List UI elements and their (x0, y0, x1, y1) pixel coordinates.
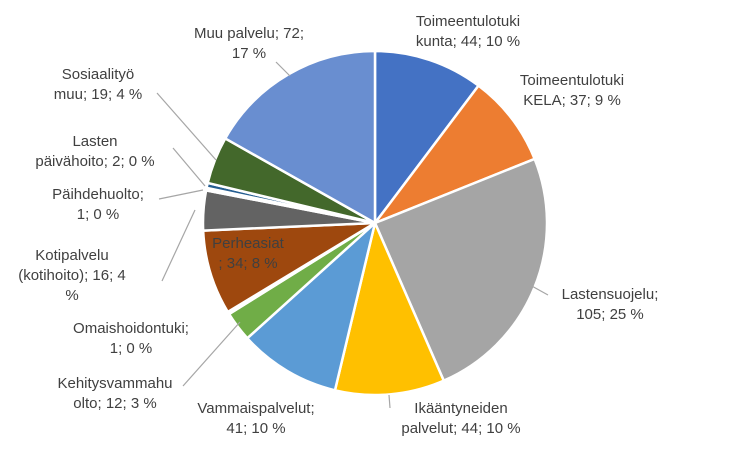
data-label-line: (kotihoito); 16; 4 (18, 267, 126, 284)
pie-slice-toimeentulotuki-kunta (373, 49, 480, 225)
data-label-kehitysvammahuolto: Kehitysvammahu olto; 12; 3 % (57, 375, 172, 412)
data-label-line: Lastensuojelu; (562, 286, 659, 303)
data-label-line: Toimeentulotuki (520, 72, 624, 89)
data-label-line: Toimeentulotuki (416, 13, 520, 30)
data-labels: Toimeentulotuki kunta; 44; 10 %Toimeentul… (18, 13, 658, 437)
leader-line-paihdehuolto (158, 189, 204, 200)
data-label-lastensuojelu: Lastensuojelu; 105; 25 % (562, 286, 659, 323)
data-label-line: Kotipalvelu (35, 247, 108, 264)
data-label-line: 41; 10 % (226, 420, 285, 437)
data-label-line: Kehitysvammahu (57, 375, 172, 392)
pie-slice-lastensuojelu (373, 157, 549, 382)
data-label-omaishoidontuki: Omaishoidontuki; 1; 0 % (73, 320, 189, 357)
leader-line-sosiaalityo-muu (156, 92, 217, 161)
data-label-toimeentulotuki-kela: Toimeentulotuki KELA; 37; 9 % (520, 72, 624, 109)
data-label-line: % (65, 287, 78, 304)
data-label-vammaispalvelut: Vammaispalvelut; 41; 10 % (197, 400, 314, 437)
data-label-lasten-paivahoito: Lasten päivähoito; 2; 0 % (35, 133, 154, 170)
data-label-line: ; 34; 8 % (218, 255, 277, 272)
leader-line-kotipalvelu-kotihoito (161, 209, 196, 282)
data-label-sosiaalityo-muu: Sosiaalityö muu; 19; 4 % (54, 66, 142, 103)
data-label-line: 1; 0 % (77, 206, 120, 223)
data-label-perheasiat: Perheasiat ; 34; 8 % (212, 235, 285, 272)
label-leader-lines (156, 61, 549, 409)
pie-slice-ikaantyneiden-palvelut (333, 221, 445, 397)
leader-line-ikaantyneiden-palvelut (388, 394, 391, 409)
leader-line-muu-palvelu (275, 61, 291, 77)
data-label-ikaantyneiden-palvelut: Ikääntyneiden palvelut; 44; 10 % (401, 400, 520, 437)
data-label-kotipalvelu-kotihoito: Kotipalvelu (kotihoito); 16; 4% (18, 247, 126, 304)
pie-slices (201, 49, 549, 397)
leader-line-lastensuojelu (529, 284, 549, 296)
data-label-line: 105; 25 % (576, 306, 644, 323)
data-label-line: Vammaispalvelut; (197, 400, 314, 417)
data-label-line: olto; 12; 3 % (73, 395, 156, 412)
data-label-line: palvelut; 44; 10 % (401, 420, 520, 437)
data-label-line: muu; 19; 4 % (54, 86, 142, 103)
data-label-line: 1; 0 % (110, 340, 153, 357)
data-label-line: Perheasiat (212, 235, 285, 252)
data-label-paihdehuolto: Päihdehuolto; 1; 0 % (52, 186, 144, 223)
pie-slice-toimeentulotuki-kela (373, 84, 536, 225)
data-label-line: 17 % (232, 45, 266, 62)
data-label-toimeentulotuki-kunta: Toimeentulotuki kunta; 44; 10 % (416, 13, 520, 50)
data-label-line: Muu palvelu; 72; (194, 25, 304, 42)
data-label-line: Päihdehuolto; (52, 186, 144, 203)
data-label-line: kunta; 44; 10 % (416, 33, 520, 50)
data-label-line: päivähoito; 2; 0 % (35, 153, 154, 170)
leader-line-kehitysvammahuolto (182, 321, 241, 387)
data-label-line: Omaishoidontuki; (73, 320, 189, 337)
data-label-line: Lasten (72, 133, 117, 150)
data-label-line: Ikääntyneiden (414, 400, 507, 417)
pie-slice-vammaispalvelut (246, 221, 377, 392)
data-label-line: Sosiaalityö (62, 66, 135, 83)
data-label-muu-palvelu: Muu palvelu; 72; 17 % (194, 25, 304, 62)
data-label-line: KELA; 37; 9 % (523, 92, 621, 109)
leader-line-lasten-paivahoito (172, 147, 206, 187)
